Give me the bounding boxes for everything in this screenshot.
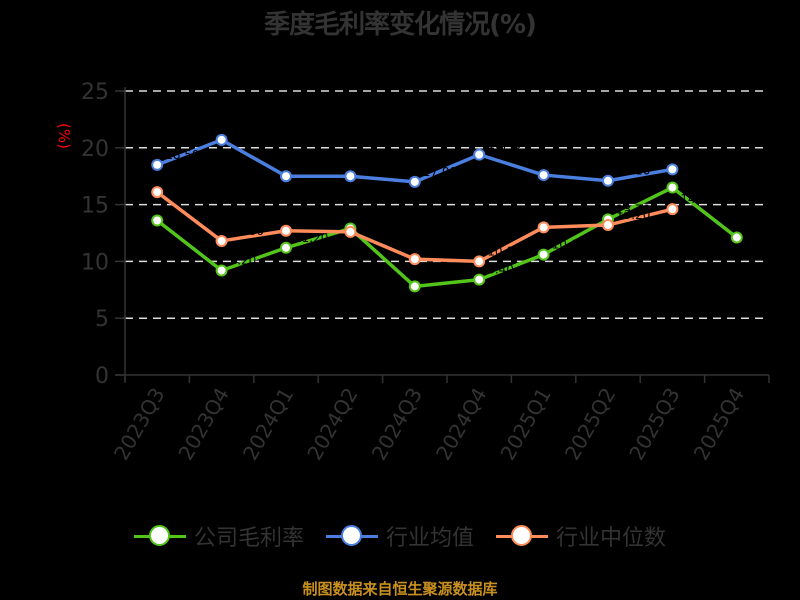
data-point[interactable] — [215, 264, 228, 277]
data-point[interactable] — [408, 253, 421, 266]
data-label: 11.20 — [294, 231, 328, 245]
y-tick-label: 0 — [95, 364, 109, 389]
x-tick-label: 2023Q3 — [109, 384, 169, 465]
data-label: 18.50 — [165, 148, 199, 162]
data-label: 12.60 — [358, 215, 392, 229]
data-point[interactable] — [473, 148, 486, 161]
data-label: 10.00 — [487, 244, 521, 258]
legend-marker-icon — [496, 525, 548, 546]
x-tick-label: 2024Q1 — [238, 384, 298, 465]
data-point[interactable] — [215, 133, 228, 146]
data-label: 13.20 — [616, 208, 650, 222]
data-label: 16.10 — [165, 175, 199, 189]
data-label: 10.60 — [552, 238, 586, 252]
data-point[interactable] — [344, 170, 357, 183]
legend-label: 行业中位数 — [556, 526, 667, 551]
chart-title: 季度毛利率变化情况(%) — [264, 10, 537, 40]
data-label: 17.50 — [294, 159, 328, 173]
x-tick-label: 2025Q1 — [495, 384, 555, 465]
data-label: 18.10 — [680, 152, 714, 166]
data-label: 17.50 — [358, 159, 392, 173]
data-label: 13.70 — [616, 202, 650, 216]
series-2: 16.10 11.80 12.70 12.60 10.20 10.00 13.00 13.20… — [151, 175, 715, 268]
data-label: 11.80 — [230, 224, 264, 238]
data-point[interactable] — [151, 158, 164, 171]
data-point[interactable] — [602, 219, 614, 232]
data-label: 8.40 — [487, 263, 514, 277]
y-tick-label: 5 — [95, 307, 109, 332]
data-point[interactable] — [473, 273, 486, 286]
legend-label: 公司毛利率 — [193, 526, 304, 551]
data-label: 19.40 — [487, 138, 521, 152]
data-label: 17.00 — [423, 165, 457, 179]
data-label: 17.10 — [616, 164, 650, 178]
data-point[interactable] — [215, 234, 228, 247]
x-tick-label: 2025Q2 — [560, 384, 620, 465]
x-tick-label: 2024Q3 — [367, 384, 427, 465]
x-axis: 2023Q3 2023Q4 2024Q1 2024Q2 2024Q3 2024Q4 2025… — [109, 374, 770, 465]
legend-item-industry-mean[interactable]: 行业均值 — [325, 520, 474, 552]
x-tick-label: 2023Q4 — [173, 384, 233, 465]
legend-item-industry-median[interactable]: 行业中位数 — [496, 520, 666, 552]
data-point[interactable] — [408, 280, 421, 293]
data-label: 12.10 — [745, 221, 779, 235]
y-tick-label: 20 — [81, 137, 109, 162]
data-label: 12.70 — [294, 214, 328, 228]
x-tick-label: 2024Q4 — [431, 384, 491, 465]
legend-label: 行业均值 — [385, 526, 474, 551]
data-point[interactable] — [280, 241, 292, 254]
data-label: 10.20 — [423, 242, 457, 256]
legend: 公司毛利率 行业均值 行业中位数 — [0, 520, 800, 552]
data-label: 16.50 — [680, 171, 714, 185]
data-label: 7.80 — [423, 269, 450, 283]
data-point[interactable] — [602, 174, 614, 187]
series-line — [156, 185, 738, 289]
y-axis: 0 5 10 15 20 25 — [81, 80, 126, 389]
data-point[interactable] — [537, 169, 550, 182]
data-label: 13.00 — [552, 210, 586, 224]
data-point[interactable] — [537, 221, 550, 234]
data-point[interactable] — [537, 248, 550, 261]
data-point[interactable] — [666, 203, 679, 216]
data-label: 14.60 — [680, 192, 714, 206]
x-tick-label: 2025Q4 — [689, 384, 749, 465]
data-point[interactable] — [280, 170, 292, 183]
series-line — [156, 138, 673, 184]
data-label: 12.90 — [358, 211, 392, 225]
data-point[interactable] — [344, 225, 357, 238]
data-source-footer: 制图数据来自恒生聚源数据库 — [302, 580, 498, 598]
data-point[interactable] — [151, 214, 164, 227]
legend-marker-icon — [325, 525, 378, 546]
data-point[interactable] — [730, 231, 743, 244]
x-tick-label: 2024Q2 — [302, 384, 362, 465]
data-point[interactable] — [666, 181, 679, 194]
data-point[interactable] — [151, 186, 164, 199]
y-tick-label: 15 — [81, 194, 109, 219]
data-point[interactable] — [473, 255, 486, 268]
y-tick-label: 10 — [81, 250, 109, 275]
x-tick-label: 2025Q3 — [624, 384, 684, 465]
data-label: 9.20 — [230, 253, 257, 267]
data-point[interactable] — [280, 224, 292, 237]
data-point[interactable] — [408, 175, 421, 188]
data-label: 20.70 — [230, 123, 264, 137]
data-point[interactable] — [666, 163, 679, 176]
legend-item-company[interactable]: 公司毛利率 — [133, 520, 304, 552]
data-label: 17.60 — [552, 158, 586, 172]
legend-marker-icon — [133, 525, 186, 546]
y-tick-label: 25 — [81, 80, 109, 105]
series-1: 18.50 20.70 17.50 17.50 17.00 19.40 17.60 17.10… — [151, 123, 715, 188]
